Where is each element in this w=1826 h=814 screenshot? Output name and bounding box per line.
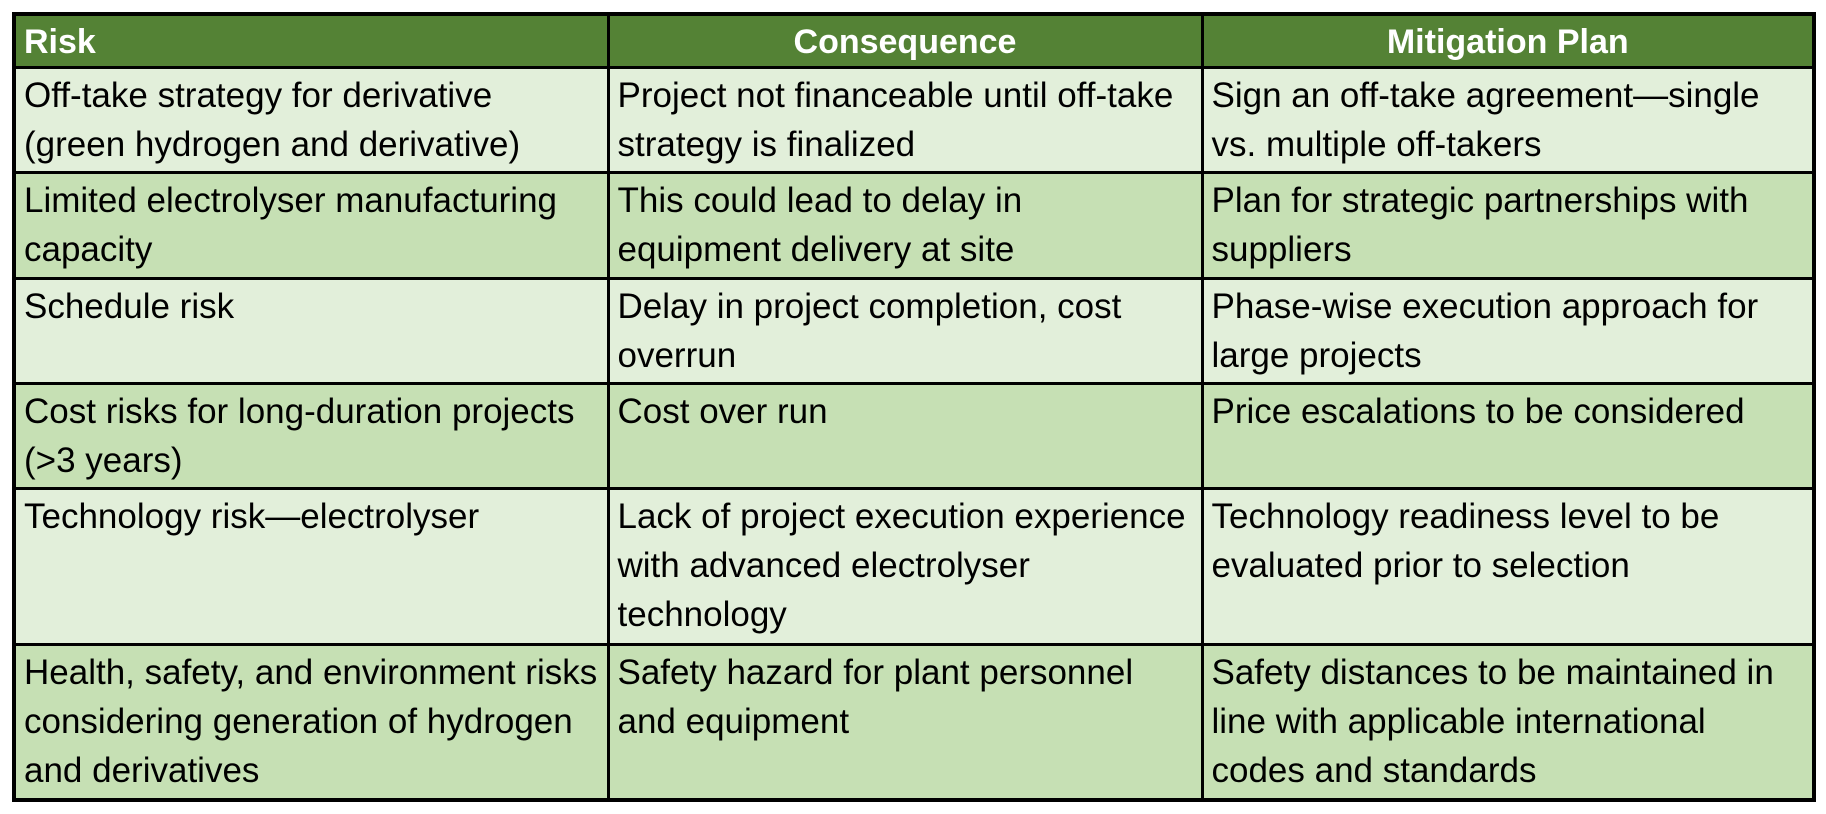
cell-consequence: Safety hazard for plant personnel and eq… (606, 642, 1204, 802)
cell-risk: Technology risk—electrolyser (12, 487, 610, 646)
cell-risk: Off-take strategy for derivative (green … (12, 65, 610, 175)
cell-risk: Health, safety, and environment risks co… (12, 642, 610, 802)
header-consequence: Consequence (606, 12, 1204, 69)
risk-mitigation-table: Risk Consequence Mitigation Plan Off-tak… (12, 12, 1816, 802)
cell-consequence: Cost over run (606, 381, 1204, 491)
cell-consequence: Lack of project execution experience wit… (606, 487, 1204, 646)
cell-risk: Limited electrolyser manufacturing capac… (12, 171, 610, 280)
cell-mitigation: Phase-wise execution approach for large … (1200, 276, 1816, 385)
header-row: Risk Consequence Mitigation Plan (12, 12, 1816, 69)
cell-consequence: Project not financeable until off-take s… (606, 65, 1204, 175)
cell-mitigation: Safety distances to be maintained in lin… (1200, 642, 1816, 802)
cell-mitigation: Plan for strategic partnerships with sup… (1200, 171, 1816, 280)
table-row: Limited electrolyser manufacturing capac… (12, 171, 1816, 280)
cell-consequence: This could lead to delay in equipment de… (606, 171, 1204, 280)
header-mitigation-plan: Mitigation Plan (1200, 12, 1816, 69)
table-row: Technology risk—electrolyser Lack of pro… (12, 487, 1816, 646)
cell-consequence: Delay in project completion, cost overru… (606, 276, 1204, 385)
table-row: Schedule risk Delay in project completio… (12, 276, 1816, 385)
cell-risk: Cost risks for long-duration projects (>… (12, 381, 610, 491)
table-row: Health, safety, and environment risks co… (12, 642, 1816, 802)
cell-mitigation: Sign an off-take agreement—single vs. mu… (1200, 65, 1816, 175)
cell-risk: Schedule risk (12, 276, 610, 385)
table-row: Off-take strategy for derivative (green … (12, 65, 1816, 175)
cell-mitigation: Price escalations to be considered (1200, 381, 1816, 491)
table-row: Cost risks for long-duration projects (>… (12, 381, 1816, 491)
cell-mitigation: Technology readiness level to be evaluat… (1200, 487, 1816, 646)
header-risk: Risk (12, 12, 610, 69)
